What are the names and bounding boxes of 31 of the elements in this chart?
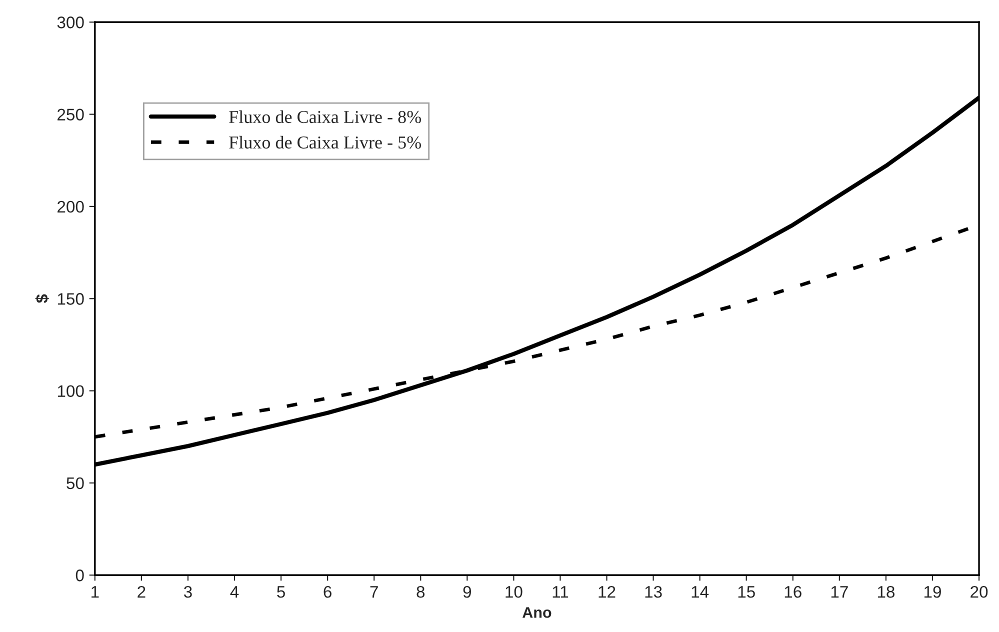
x-tick-label: 10 [506, 586, 522, 598]
x-tick-label: 8 [416, 586, 425, 598]
y-tick-label: 200 [58, 200, 84, 213]
x-tick-label: 19 [924, 586, 941, 598]
y-tick-label: 150 [58, 293, 84, 305]
x-tick-label: 4 [230, 586, 239, 598]
x-tick-label: 20 [970, 586, 988, 598]
x-tick-label: 1 [92, 586, 99, 598]
x-tick-label: 13 [645, 586, 662, 598]
y-tick-label: 100 [58, 385, 84, 397]
x-tick-label: 12 [598, 586, 616, 598]
x-tick-label: 15 [738, 586, 755, 598]
x-tick-label: 7 [370, 586, 378, 598]
x-tick-label: 3 [184, 586, 192, 598]
y-tick-label: 0 [76, 570, 84, 582]
x-axis-title: Ano [522, 607, 552, 618]
x-tick-label: 9 [463, 586, 472, 598]
x-tick-label: 11 [552, 586, 568, 598]
legend-label: Fluxo de Caixa Livre - 8% [229, 110, 422, 124]
y-tick-label: 250 [58, 108, 84, 120]
x-tick-label: 14 [692, 586, 709, 598]
y-tick-label: 300 [57, 16, 84, 28]
x-tick-label: 16 [784, 586, 802, 598]
x-tick-label: 6 [324, 586, 332, 598]
x-tick-label: 17 [831, 586, 848, 598]
legend-label: Fluxo de Caixa Livre - 5% [229, 136, 422, 149]
y-axis-title: $ [35, 294, 49, 304]
y-tick-label: 50 [66, 477, 84, 490]
x-tick-label: 18 [878, 586, 894, 598]
x-tick-label: 5 [277, 586, 285, 598]
x-tick-label: 2 [138, 586, 146, 598]
